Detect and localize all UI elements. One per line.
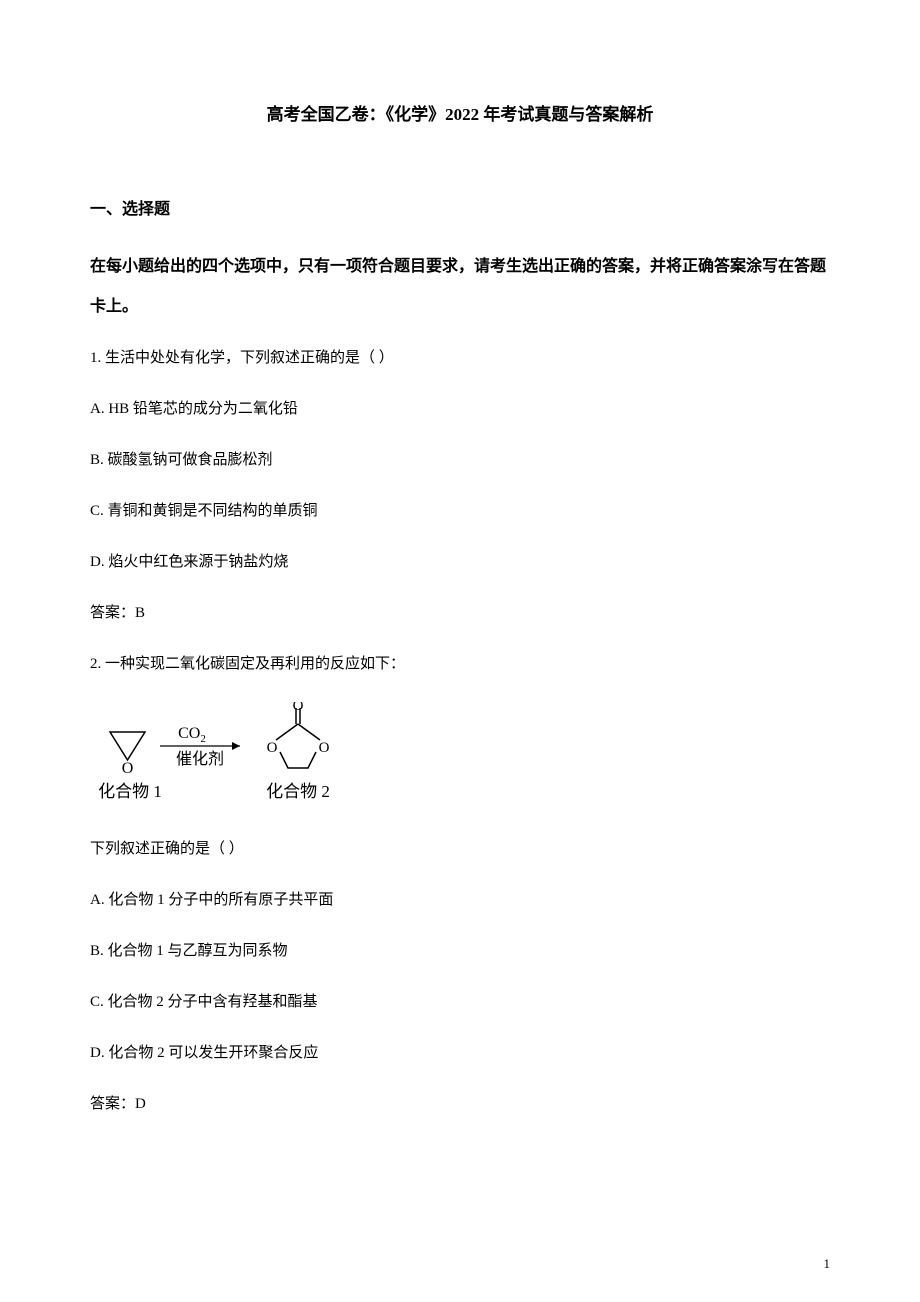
q1-option-c: C. 青铜和黄铜是不同结构的单质铜 (90, 498, 830, 525)
instruction-text: 在每小题给出的四个选项中，只有一项符合题目要求，请考生选出正确的答案，并将正确答… (90, 247, 830, 327)
compound2-icon: O O O (267, 702, 330, 768)
compound2-label: 化合物 2 (266, 782, 330, 801)
compound1-label: 化合物 1 (98, 782, 162, 801)
q2-option-c: C. 化合物 2 分子中含有羟基和酯基 (90, 989, 830, 1016)
compound2-o-right: O (319, 740, 330, 756)
compound2-o-top: O (293, 702, 304, 714)
arrow-bottom-label: 催化剂 (176, 750, 224, 768)
reaction-arrow-icon: CO2 催化剂 (160, 725, 240, 768)
q2-answer: 答案：D (90, 1091, 830, 1118)
q1-option-d: D. 焰火中红色来源于钠盐灼烧 (90, 549, 830, 576)
svg-text:CO2: CO2 (178, 725, 206, 745)
compound2-o-left: O (267, 740, 278, 756)
arrow-top-label: CO (178, 725, 200, 742)
compound1-icon: O (110, 732, 145, 777)
q2-option-a: A. 化合物 1 分子中的所有原子共平面 (90, 887, 830, 914)
arrow-top-sub: 2 (200, 733, 206, 745)
q1-answer: 答案：B (90, 600, 830, 627)
section-header: 一、选择题 (90, 195, 830, 219)
q2-text: 2. 一种实现二氧化碳固定及再利用的反应如下： (90, 651, 830, 678)
page-number: 1 (824, 1256, 831, 1272)
page-title: 高考全国乙卷：《化学》2022 年考试真题与答案解析 (90, 100, 830, 125)
compound1-o-label: O (122, 760, 134, 777)
q2-option-d: D. 化合物 2 可以发生开环聚合反应 (90, 1040, 830, 1067)
reaction-diagram: O CO2 催化剂 O O O 化合物 1 化合物 2 (90, 702, 830, 812)
q1-option-a: A. HB 铅笔芯的成分为二氧化铅 (90, 396, 830, 423)
q2-option-b: B. 化合物 1 与乙醇互为同系物 (90, 938, 830, 965)
q1-option-b: B. 碳酸氢钠可做食品膨松剂 (90, 447, 830, 474)
q1-text: 1. 生活中处处有化学，下列叙述正确的是（ ） (90, 345, 830, 372)
q2-followup: 下列叙述正确的是（ ） (90, 836, 830, 863)
